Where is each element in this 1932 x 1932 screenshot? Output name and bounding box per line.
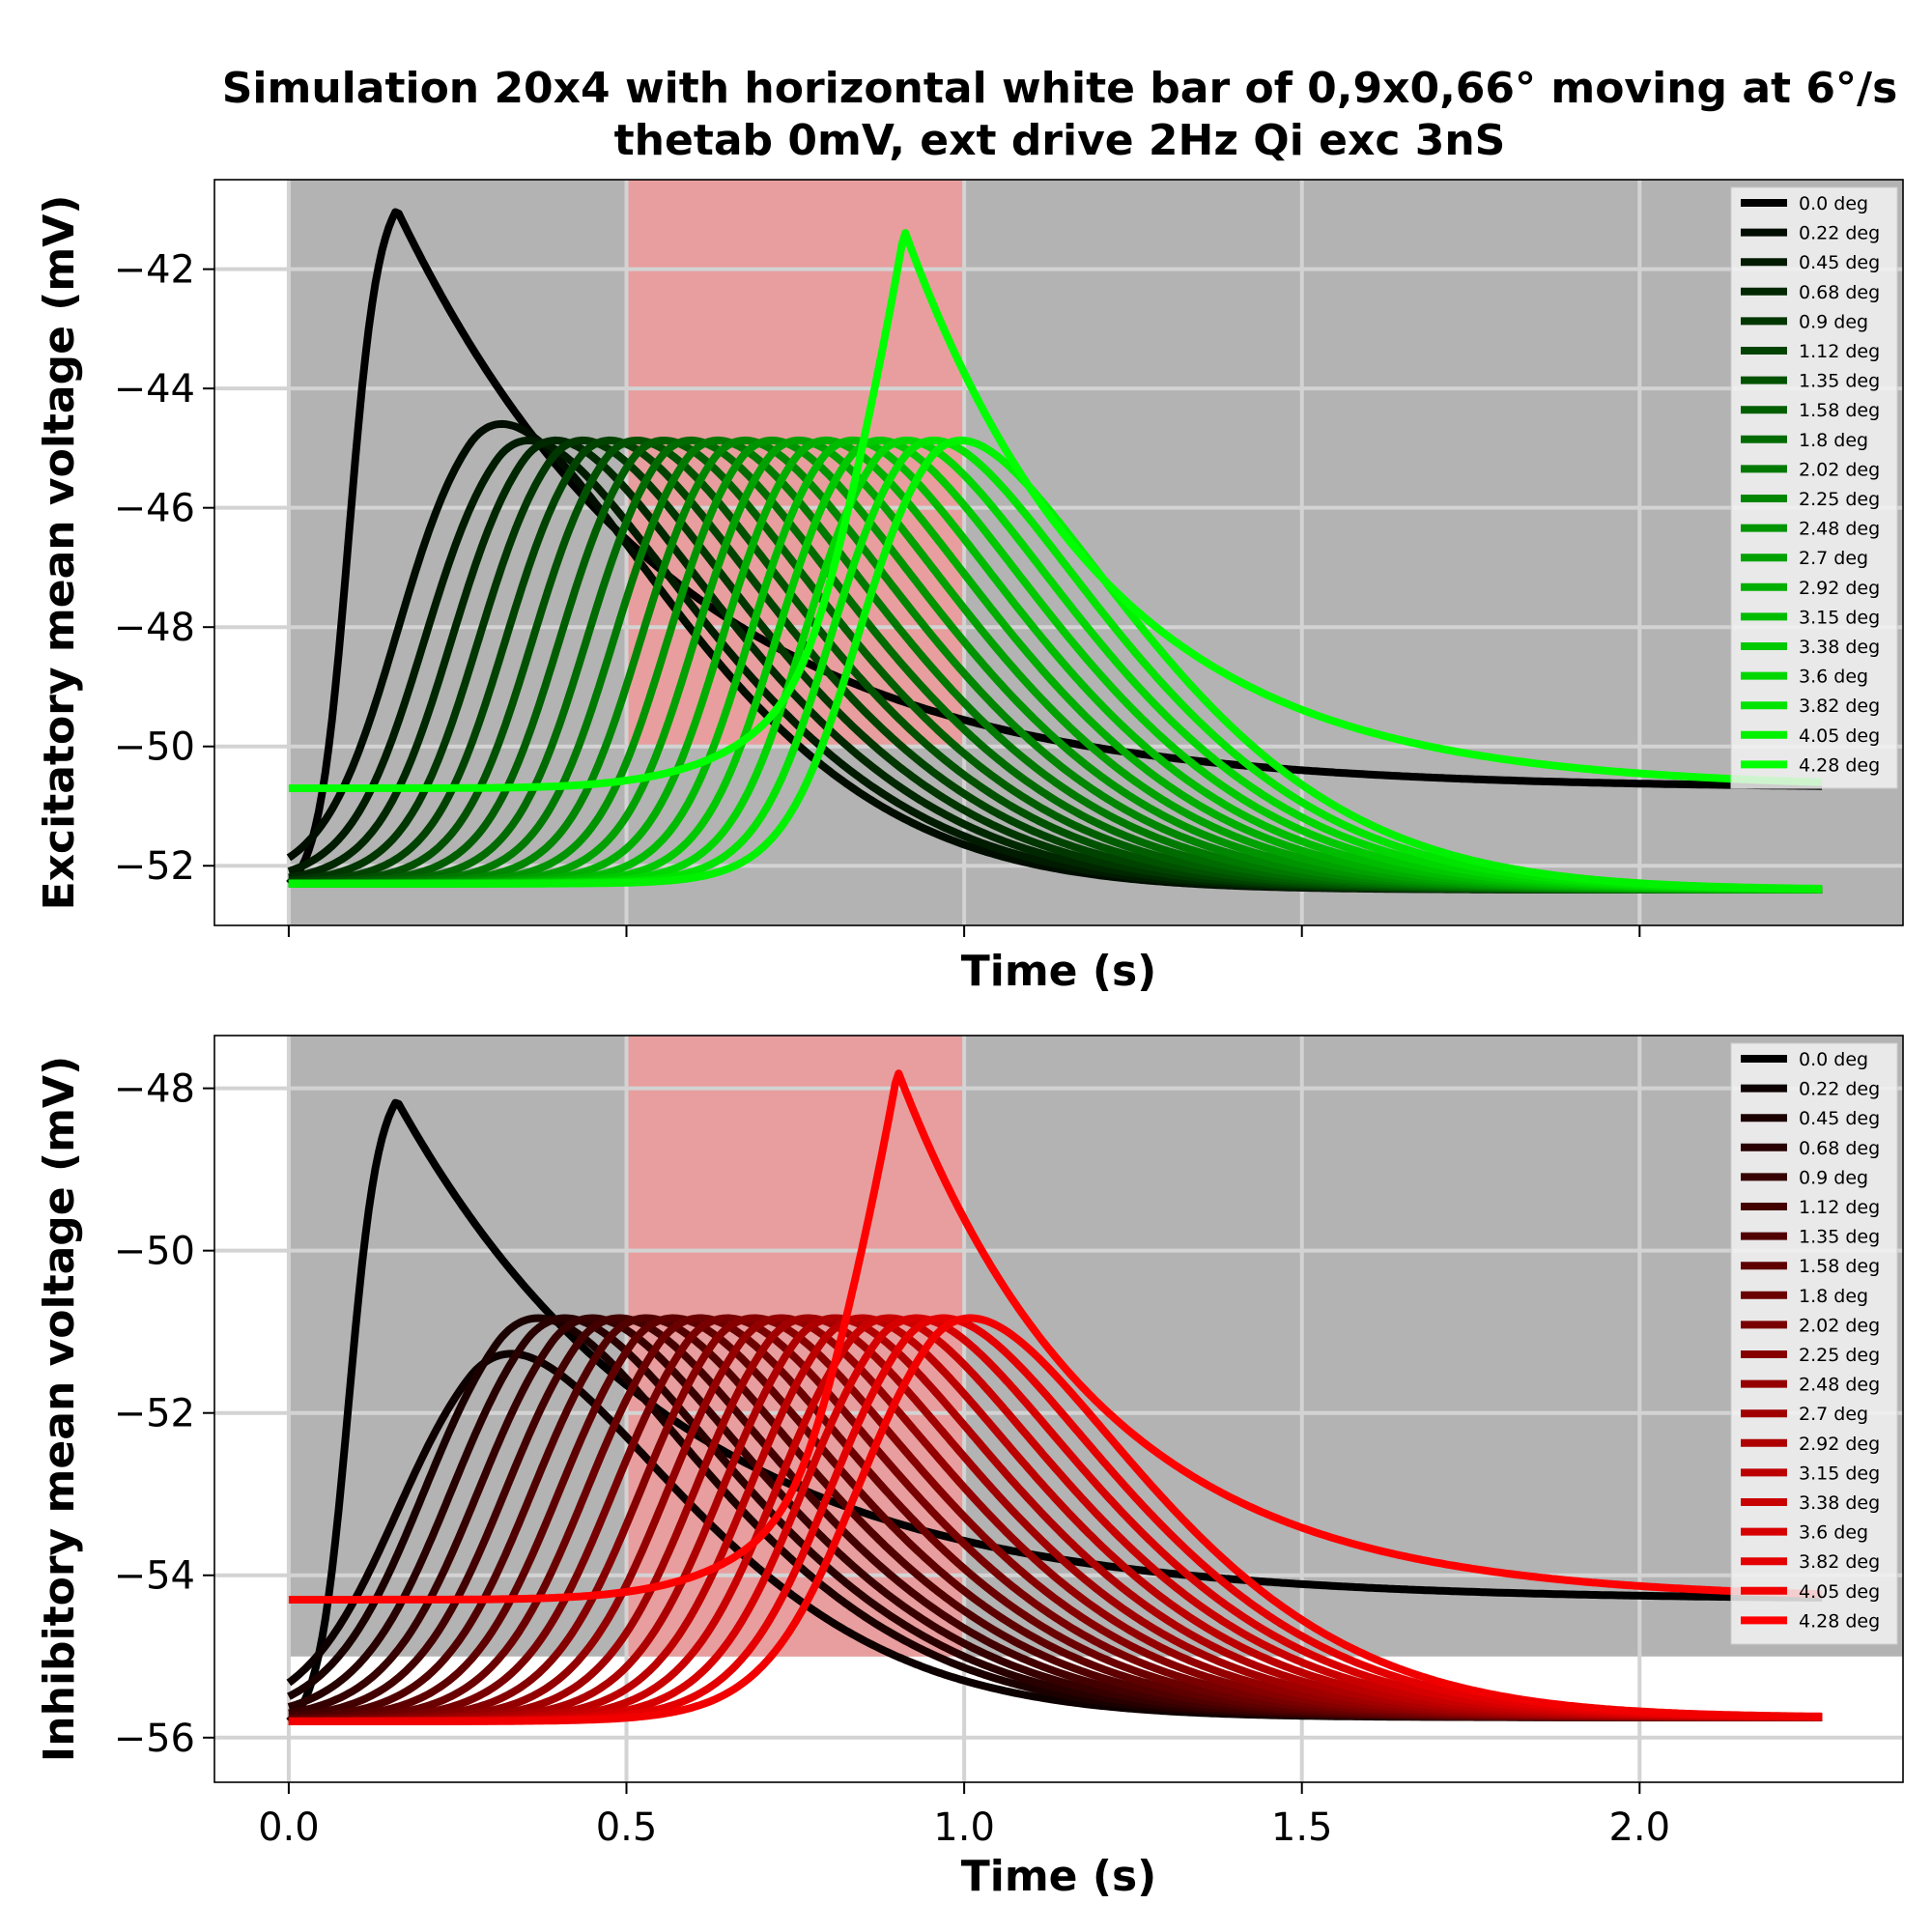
legend-label-11: 2.48 deg <box>1799 1375 1880 1396</box>
y-tick-label: −50 <box>114 725 195 770</box>
legend-label-2: 0.45 deg <box>1799 252 1880 273</box>
legend-label-18: 4.05 deg <box>1799 725 1880 747</box>
legend-label-8: 1.8 deg <box>1799 430 1868 451</box>
legend-label-2: 0.45 deg <box>1799 1108 1880 1129</box>
figure-title-line1: Simulation 20x4 with horizontal white ba… <box>222 64 1898 113</box>
series-lines <box>286 208 1823 894</box>
legend: 0.0 deg 0.22 deg 0.45 deg 0.68 deg 0.9 deg 1.… <box>1730 1042 1898 1645</box>
legend-label-10: 2.25 deg <box>1799 1345 1880 1366</box>
y-tick-label: −54 <box>114 1554 195 1599</box>
legend-label-7: 1.58 deg <box>1799 400 1880 421</box>
legend-label-14: 3.15 deg <box>1799 1463 1880 1484</box>
legend-label-19: 4.28 deg <box>1799 754 1880 776</box>
legend-label-1: 0.22 deg <box>1799 1079 1880 1100</box>
legend-label-11: 2.48 deg <box>1799 519 1880 540</box>
x-tick-label: 1.5 <box>1271 1805 1333 1850</box>
y-tick-label: −44 <box>114 367 195 412</box>
legend-label-3: 0.68 deg <box>1799 282 1880 303</box>
legend-label-6: 1.35 deg <box>1799 371 1880 392</box>
legend-label-7: 1.58 deg <box>1799 1256 1880 1277</box>
legend-box <box>1730 186 1898 789</box>
legend-label-13: 2.92 deg <box>1799 1434 1880 1455</box>
legend-label-4: 0.9 deg <box>1799 311 1868 332</box>
inhibitory-panel: 0.0 0.5 1.0 1.5 2.0 −56 −54 −52 −50 −48 Time (s) In… <box>35 1035 1904 1901</box>
x-tick-label: 1.0 <box>933 1805 995 1850</box>
x-tick-label: 0.5 <box>596 1805 658 1850</box>
legend-label-17: 3.82 deg <box>1799 696 1880 717</box>
axes-frame <box>213 1035 1904 1783</box>
legend-label-12: 2.7 deg <box>1799 548 1868 569</box>
legend-label-5: 1.12 deg <box>1799 1197 1880 1218</box>
series-line-19 <box>288 1069 1823 1604</box>
legend-label-13: 2.92 deg <box>1799 578 1880 599</box>
legend-label-9: 2.02 deg <box>1799 1315 1880 1336</box>
legend-label-19: 4.28 deg <box>1799 1610 1880 1632</box>
series-line-19 <box>288 229 1823 792</box>
legend-label-9: 2.02 deg <box>1799 459 1880 480</box>
legend-label-10: 2.25 deg <box>1799 489 1880 510</box>
y-tick-label: −56 <box>114 1717 195 1761</box>
x-tick-label: 0.0 <box>258 1805 320 1850</box>
y-tick-label: −42 <box>114 248 195 293</box>
legend-label-0: 0.0 deg <box>1799 1049 1868 1070</box>
y-tick-label: −52 <box>114 844 195 889</box>
legend-label-16: 3.6 deg <box>1799 1522 1868 1544</box>
legend-label-12: 2.7 deg <box>1799 1404 1868 1425</box>
y-axis-label: Excitatory mean voltage (mV) <box>35 195 84 911</box>
legend-label-15: 3.38 deg <box>1799 1492 1880 1514</box>
legend-label-18: 4.05 deg <box>1799 1581 1880 1603</box>
legend-label-1: 0.22 deg <box>1799 223 1880 244</box>
series-line-18 <box>288 1314 1823 1725</box>
x-axis-label: Time (s) <box>961 1852 1157 1901</box>
series-lines <box>286 1069 1823 1725</box>
y-axis-label: Inhibitory mean voltage (mV) <box>35 1056 84 1762</box>
legend-label-4: 0.9 deg <box>1799 1167 1868 1188</box>
figure-title-line2: thetab 0mV, ext drive 2Hz Qi exc 3nS <box>614 116 1506 165</box>
legend: 0.0 deg 0.22 deg 0.45 deg 0.68 deg 0.9 deg 1.… <box>1730 186 1898 789</box>
y-tick-label: −48 <box>114 606 195 650</box>
legend-label-8: 1.8 deg <box>1799 1286 1868 1307</box>
y-tick-label: −46 <box>114 487 195 531</box>
y-tick-label: −50 <box>114 1230 195 1274</box>
axes-frame <box>213 179 1904 926</box>
legend-box <box>1730 1042 1898 1645</box>
legend-label-3: 0.68 deg <box>1799 1138 1880 1159</box>
x-axis-label: Time (s) <box>961 947 1157 996</box>
legend-label-6: 1.35 deg <box>1799 1227 1880 1248</box>
legend-label-14: 3.15 deg <box>1799 607 1880 628</box>
y-tick-label: −48 <box>114 1067 195 1112</box>
legend-label-16: 3.6 deg <box>1799 667 1868 688</box>
legend-label-5: 1.12 deg <box>1799 341 1880 362</box>
legend-label-15: 3.38 deg <box>1799 637 1880 658</box>
y-tick-label: −52 <box>114 1392 195 1436</box>
excitatory-panel: −52 −50 −48 −46 −44 −42 Time (s) Excitatory mea… <box>35 179 1904 996</box>
legend-label-0: 0.0 deg <box>1799 193 1868 214</box>
x-tick-label: 2.0 <box>1608 1805 1670 1850</box>
legend-label-17: 3.82 deg <box>1799 1551 1880 1573</box>
